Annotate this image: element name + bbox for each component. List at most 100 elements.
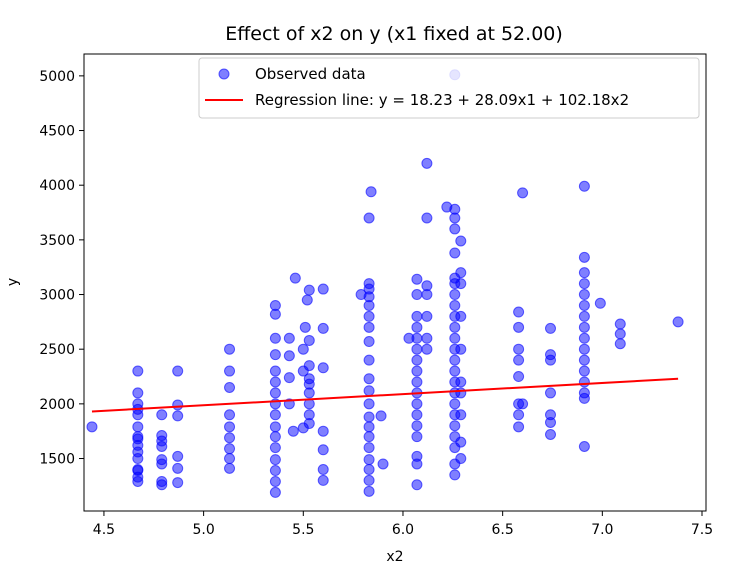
data-point: [578, 343, 590, 355]
regression-layer: [91, 377, 679, 413]
data-point: [269, 409, 281, 421]
data-point: [449, 321, 461, 333]
data-point: [283, 350, 295, 362]
data-point: [301, 294, 313, 306]
data-point: [269, 365, 281, 377]
data-point: [411, 321, 423, 333]
data-point: [172, 462, 184, 474]
data-point: [578, 332, 590, 344]
data-point: [411, 354, 423, 366]
data-point: [224, 462, 236, 474]
data-point: [269, 349, 281, 361]
data-point: [224, 409, 236, 421]
data-point: [411, 376, 423, 388]
data-point: [283, 372, 295, 384]
data-point: [132, 431, 144, 443]
data-point: [411, 343, 423, 355]
x-axis: 4.5 5.0 5.5 6.0 6.5 7.0 7.5: [93, 511, 713, 538]
data-point: [363, 278, 375, 290]
data-point: [269, 454, 281, 466]
data-point: [449, 332, 461, 344]
y-tick-label: 4000: [39, 178, 75, 194]
data-point: [578, 310, 590, 322]
legend-label-observed: Observed data: [255, 65, 366, 83]
data-point: [269, 442, 281, 454]
data-point: [513, 321, 525, 333]
data-point: [269, 332, 281, 344]
data-point: [545, 387, 556, 399]
y-tick-label: 3500: [39, 233, 75, 249]
x-tick-label: 7.0: [591, 522, 613, 538]
data-point: [411, 365, 423, 377]
data-point: [421, 343, 433, 355]
data-point: [513, 409, 525, 421]
data-point: [614, 318, 626, 330]
data-point: [594, 297, 606, 309]
data-point: [455, 343, 467, 355]
data-point: [421, 332, 433, 344]
data-point: [578, 376, 590, 388]
data-point: [269, 421, 281, 433]
data-point: [303, 334, 315, 346]
data-point: [411, 273, 423, 285]
data-point: [287, 425, 299, 437]
data-point: [269, 465, 281, 477]
data-point: [578, 365, 590, 377]
data-point: [224, 443, 236, 455]
data-point: [517, 398, 529, 410]
data-point: [156, 430, 168, 442]
data-point: [455, 409, 467, 421]
data-point: [317, 425, 329, 437]
data-point: [578, 354, 590, 366]
data-point: [614, 338, 626, 350]
data-point: [411, 431, 423, 443]
data-point: [303, 360, 315, 372]
data-point: [132, 387, 144, 399]
data-point: [455, 267, 467, 279]
data-point: [421, 280, 433, 292]
data-point: [411, 409, 423, 421]
data-point: [224, 343, 236, 355]
y-tick-label: 4500: [39, 124, 75, 140]
data-point: [172, 477, 184, 489]
data-point: [578, 251, 590, 263]
x-tick-label: 5.0: [192, 522, 214, 538]
data-point: [455, 376, 467, 388]
data-point: [224, 432, 236, 444]
data-point: [363, 454, 375, 466]
data-point: [269, 431, 281, 443]
data-point: [513, 371, 525, 383]
scatter-points: [86, 69, 684, 498]
data-point: [449, 398, 461, 410]
data-point: [299, 321, 311, 333]
data-point: [363, 442, 375, 454]
y-tick-label: 1500: [39, 452, 75, 468]
x-tick-label: 6.0: [392, 522, 414, 538]
data-point: [411, 332, 423, 344]
data-point: [224, 365, 236, 377]
data-point: [421, 310, 433, 322]
data-point: [513, 421, 525, 433]
data-point: [303, 373, 315, 385]
data-point: [578, 180, 590, 192]
y-tick-label: 2000: [39, 397, 75, 413]
data-point: [449, 247, 461, 259]
data-point: [455, 278, 467, 290]
data-point: [172, 410, 184, 422]
data-point: [365, 186, 377, 198]
data-point: [513, 306, 525, 318]
data-point: [132, 365, 144, 377]
data-point: [363, 354, 375, 366]
y-tick-label: 2500: [39, 342, 75, 358]
data-point: [449, 223, 461, 235]
legend-label-regression: Regression line: y = 18.23 + 28.09x1 + 1…: [255, 91, 629, 109]
data-point: [672, 316, 684, 328]
data-point: [156, 454, 168, 466]
data-point: [455, 453, 467, 465]
data-point: [449, 420, 461, 432]
data-point: [317, 463, 329, 475]
data-point: [517, 187, 529, 199]
data-point: [578, 299, 590, 311]
x-tick-label: 6.5: [492, 522, 514, 538]
data-point: [317, 444, 329, 456]
